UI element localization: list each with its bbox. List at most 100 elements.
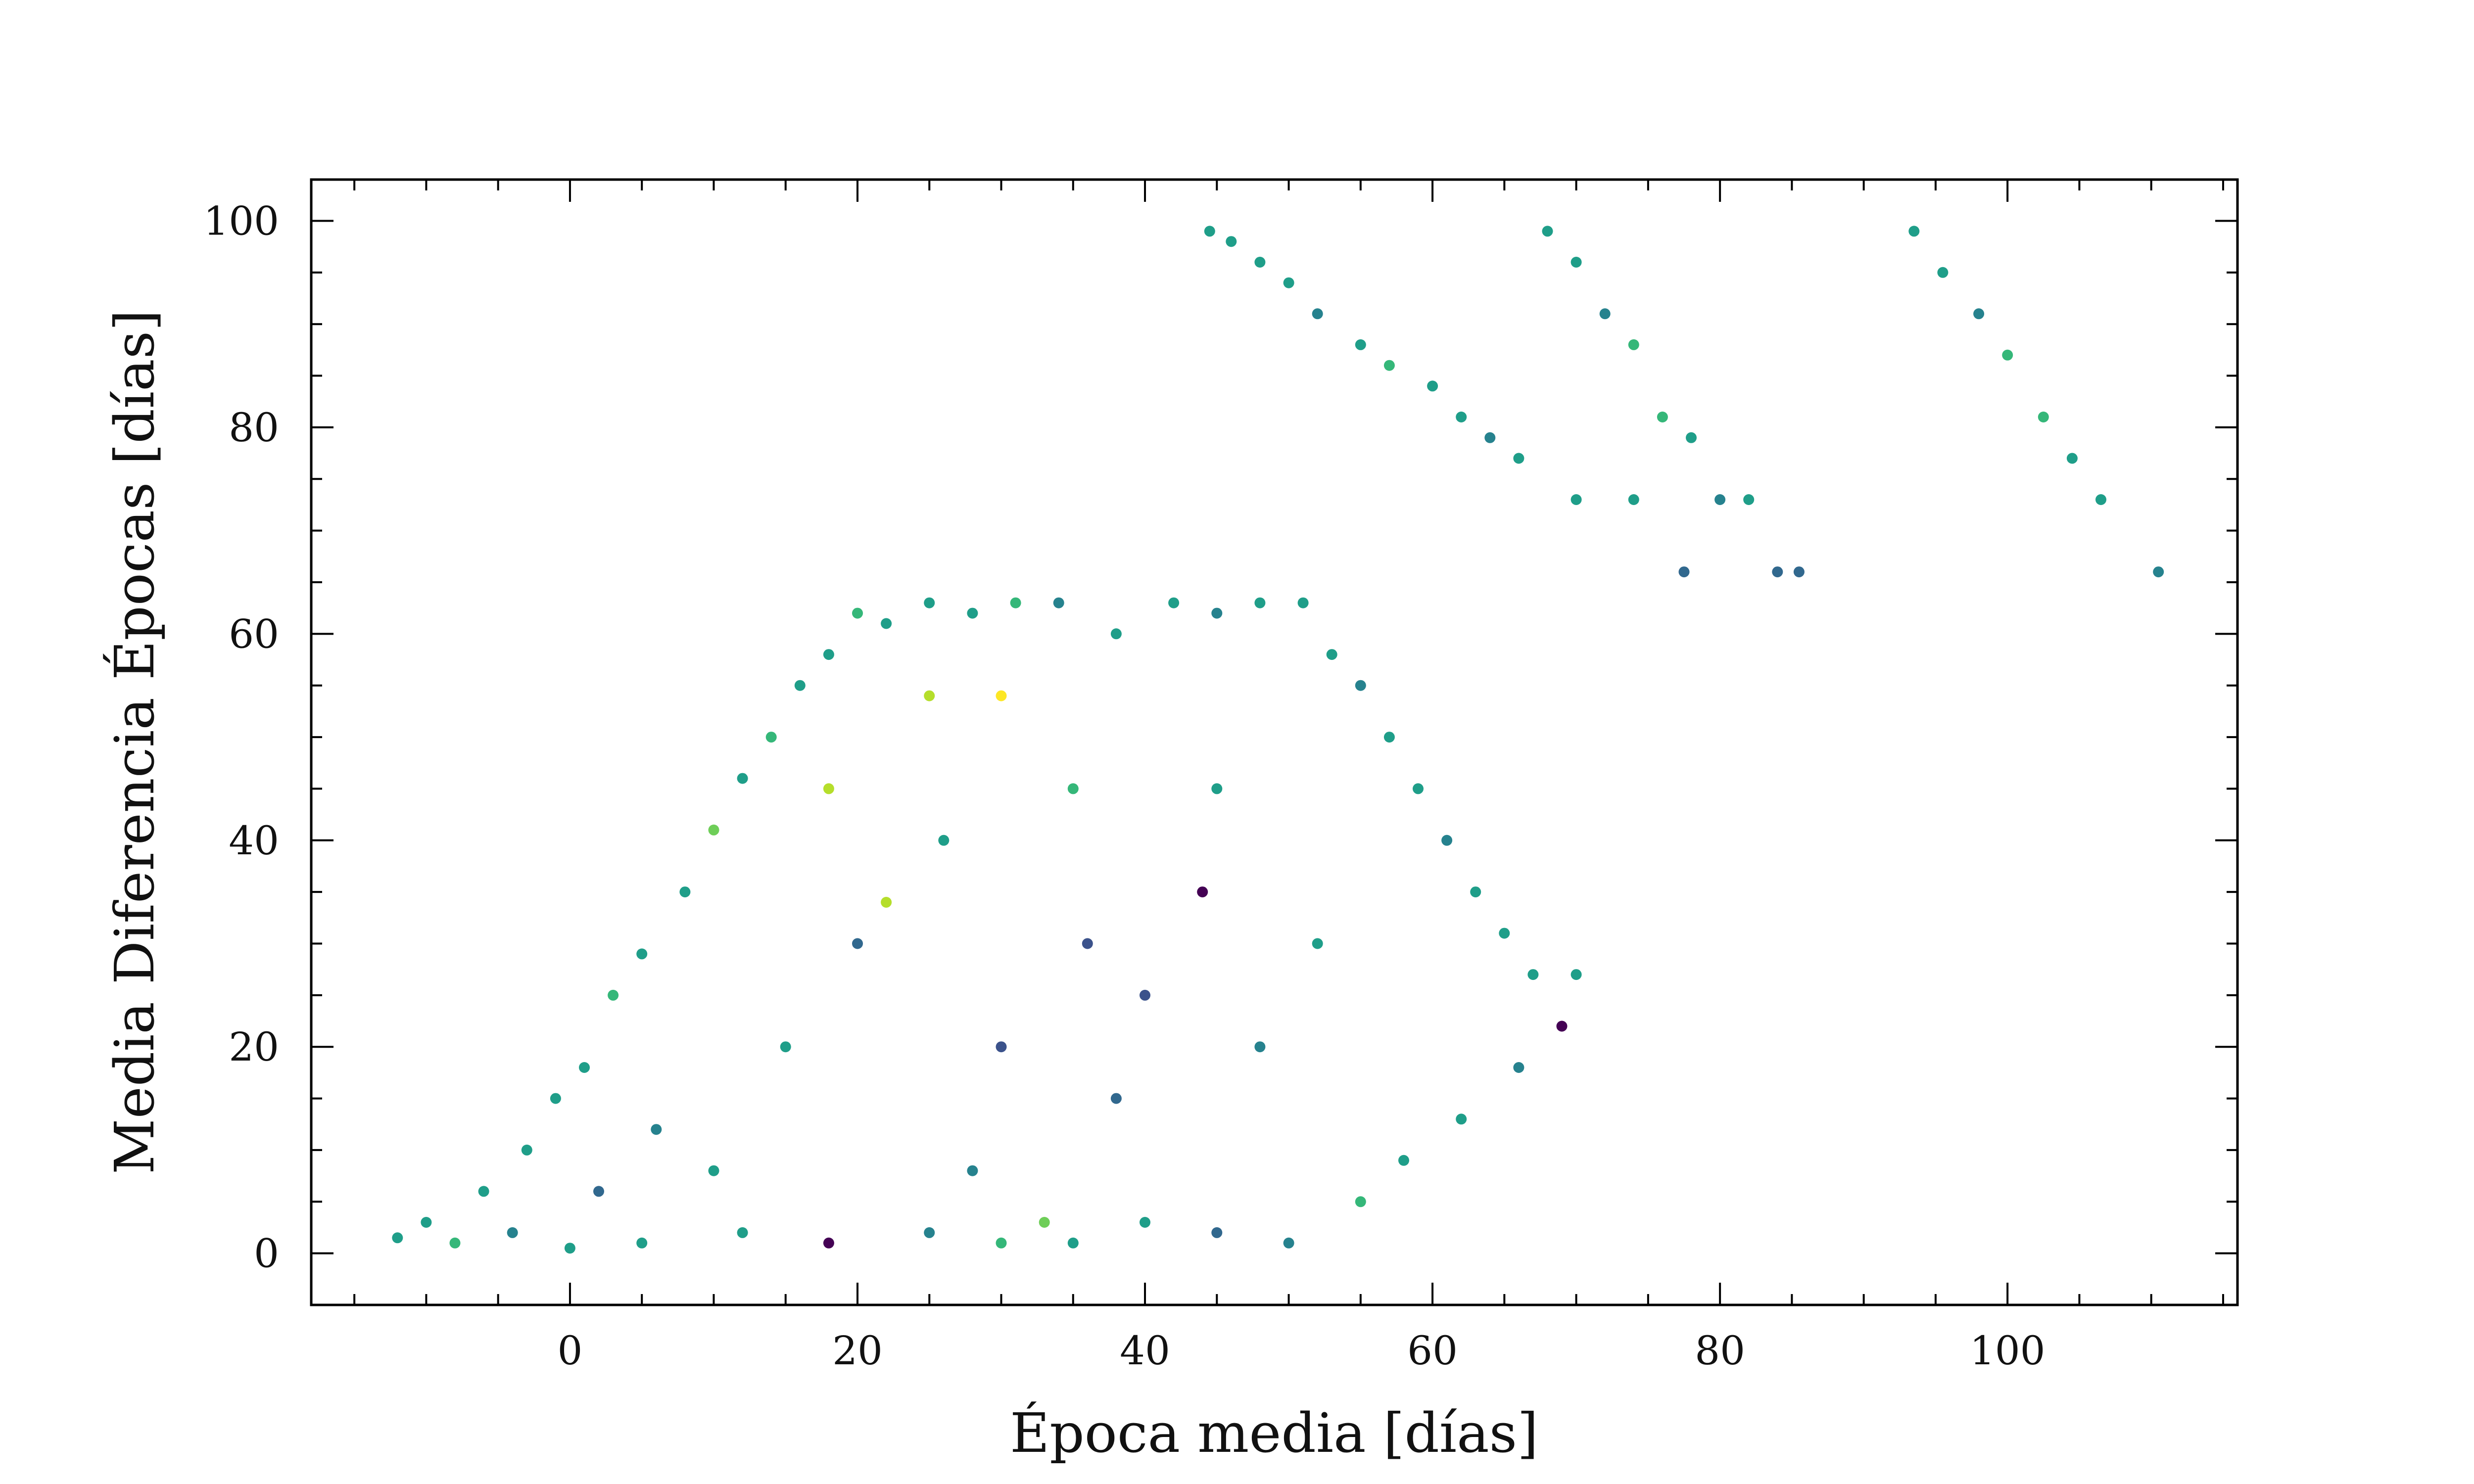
data-point	[1226, 236, 1237, 247]
data-point	[1628, 339, 1639, 350]
y-tick-label: 100	[203, 198, 279, 244]
data-point	[967, 1165, 978, 1176]
data-point	[550, 1093, 561, 1104]
data-point	[1499, 928, 1510, 939]
data-point	[1067, 1237, 1079, 1249]
data-point	[608, 989, 619, 1001]
data-point	[737, 773, 748, 784]
data-point	[1283, 1237, 1294, 1249]
y-axis-label: Media Diferencia Épocas [días]	[102, 310, 166, 1174]
data-points	[392, 226, 2164, 1254]
data-point	[1140, 989, 1150, 1001]
data-point	[1355, 680, 1366, 691]
x-tick-label: 0	[557, 1328, 582, 1374]
data-point	[1570, 257, 1582, 268]
data-point	[708, 824, 719, 835]
data-point	[1010, 597, 1021, 608]
data-point	[1168, 597, 1180, 608]
x-tick-label: 80	[1695, 1328, 1745, 1374]
data-point	[1456, 412, 1467, 422]
data-point	[636, 948, 648, 960]
data-point	[2153, 566, 2164, 578]
data-point	[938, 835, 950, 846]
data-point	[478, 1186, 489, 1197]
data-point	[636, 1237, 648, 1249]
data-point	[1110, 628, 1122, 640]
data-point	[1254, 257, 1266, 268]
data-point	[996, 690, 1007, 701]
data-point	[996, 1041, 1007, 1053]
data-point	[1628, 494, 1639, 505]
data-point	[1570, 494, 1582, 505]
data-point	[1908, 226, 1920, 237]
data-point	[1743, 494, 1755, 505]
data-point	[1211, 1227, 1223, 1238]
data-point	[780, 1041, 791, 1053]
data-point	[1326, 649, 1337, 660]
data-point	[1484, 432, 1496, 443]
x-tick-label: 60	[1407, 1328, 1458, 1374]
data-point	[924, 1227, 935, 1238]
x-tick-label: 20	[832, 1328, 883, 1374]
y-tick-label: 80	[229, 405, 279, 451]
data-point	[794, 680, 806, 691]
data-point	[593, 1186, 604, 1197]
data-point	[1542, 226, 1553, 237]
y-tick-label: 0	[254, 1231, 279, 1277]
data-point	[924, 597, 935, 608]
data-point	[1714, 494, 1726, 505]
data-point	[967, 607, 978, 619]
data-point	[1527, 969, 1539, 980]
data-point	[2095, 494, 2106, 505]
data-point	[579, 1062, 590, 1073]
y-tick-label: 20	[229, 1024, 279, 1070]
data-point	[1427, 380, 1438, 392]
x-tick-label: 40	[1120, 1328, 1170, 1374]
data-point	[996, 1237, 1007, 1249]
data-point	[1456, 1113, 1467, 1125]
data-point	[421, 1217, 432, 1228]
tick-labels: 0 20 40 60 80 100 0 20 40 60 80 100	[203, 198, 2045, 1374]
data-point	[1793, 566, 1805, 578]
data-point	[1556, 1020, 1568, 1032]
data-point	[392, 1232, 403, 1244]
data-point	[765, 732, 777, 743]
data-point	[1283, 277, 1294, 288]
data-point	[823, 783, 834, 794]
data-point	[1599, 308, 1611, 320]
plot-frame	[310, 178, 2239, 1306]
data-point	[1686, 432, 1697, 443]
data-point	[1211, 783, 1223, 794]
data-point	[2066, 453, 2078, 464]
data-point	[1355, 339, 1366, 350]
data-point	[1657, 412, 1668, 422]
data-point	[1197, 886, 1208, 898]
x-tick-label: 100	[1970, 1328, 2046, 1374]
data-point	[1312, 308, 1323, 320]
data-point	[1470, 886, 1481, 898]
data-point	[521, 1144, 532, 1156]
data-point	[1204, 226, 1215, 237]
data-point	[507, 1227, 518, 1238]
data-point	[1039, 1217, 1050, 1228]
data-point	[1297, 597, 1309, 608]
data-point	[1383, 360, 1395, 371]
data-point	[881, 618, 892, 629]
data-point	[1398, 1155, 1409, 1166]
data-point	[449, 1237, 461, 1249]
data-point	[1570, 969, 1582, 980]
data-point	[1383, 732, 1395, 743]
data-point	[1513, 453, 1524, 464]
data-point	[1413, 783, 1424, 794]
y-tick-label: 60	[229, 611, 279, 657]
data-point	[1312, 938, 1323, 949]
data-point	[852, 607, 863, 619]
data-point	[1053, 597, 1064, 608]
data-point	[1772, 566, 1783, 578]
data-point	[1211, 607, 1223, 619]
y-tick-label: 40	[229, 818, 279, 864]
data-point	[924, 690, 935, 701]
data-point	[1973, 308, 1985, 320]
